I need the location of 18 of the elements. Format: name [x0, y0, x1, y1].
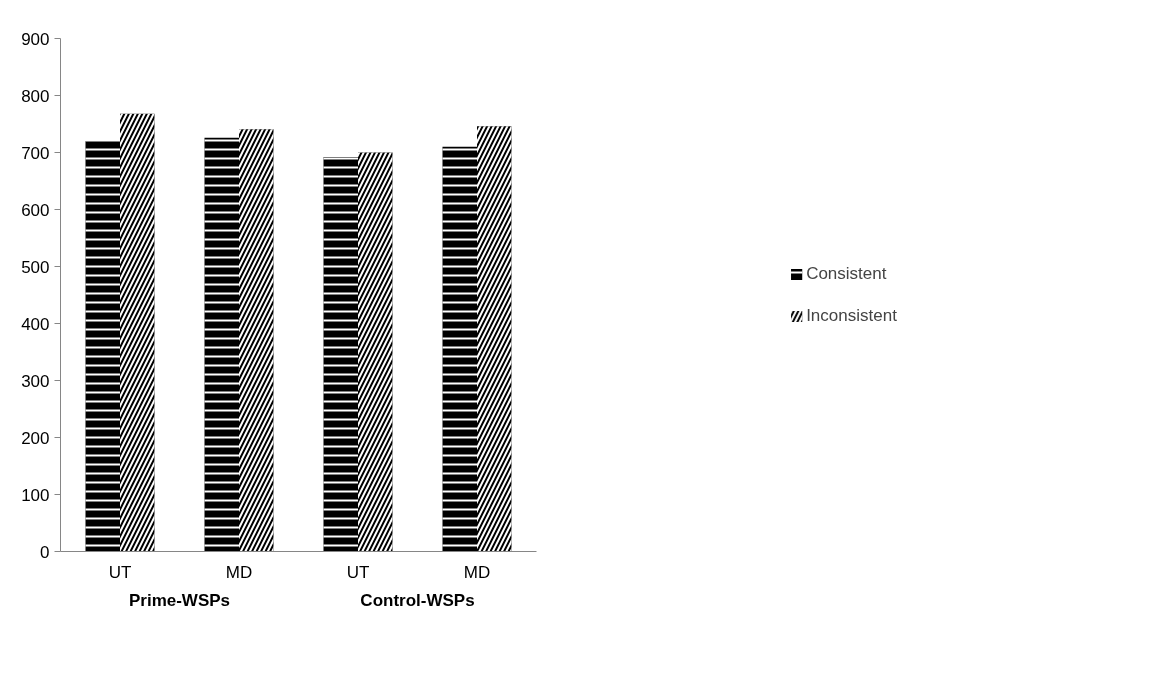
y-tick-label: 400 [21, 314, 50, 334]
x-tick-label: MD [463, 562, 491, 582]
legend-label: Consistent [806, 263, 887, 284]
y-tick-label: 800 [21, 86, 50, 106]
text: Prime-WSPs [128, 590, 231, 610]
y-tick-label: 300 [21, 371, 50, 391]
text: Control-WSPs [360, 590, 475, 610]
y-tick-label: 200 [21, 428, 50, 448]
y-tick-label: 700 [21, 143, 50, 163]
y-tick-label: 900 [21, 29, 50, 49]
y-tick-label: 600 [21, 200, 50, 220]
x-tick-label: UT [346, 562, 370, 582]
x-tick-label: UT [108, 562, 132, 582]
x-tick-label: MD [225, 562, 253, 582]
y-tick-label: 500 [21, 257, 50, 277]
y-tick-label: 0 [40, 542, 50, 562]
y-tick-label: 100 [21, 485, 50, 505]
legend-label: Inconsistent [806, 305, 897, 326]
